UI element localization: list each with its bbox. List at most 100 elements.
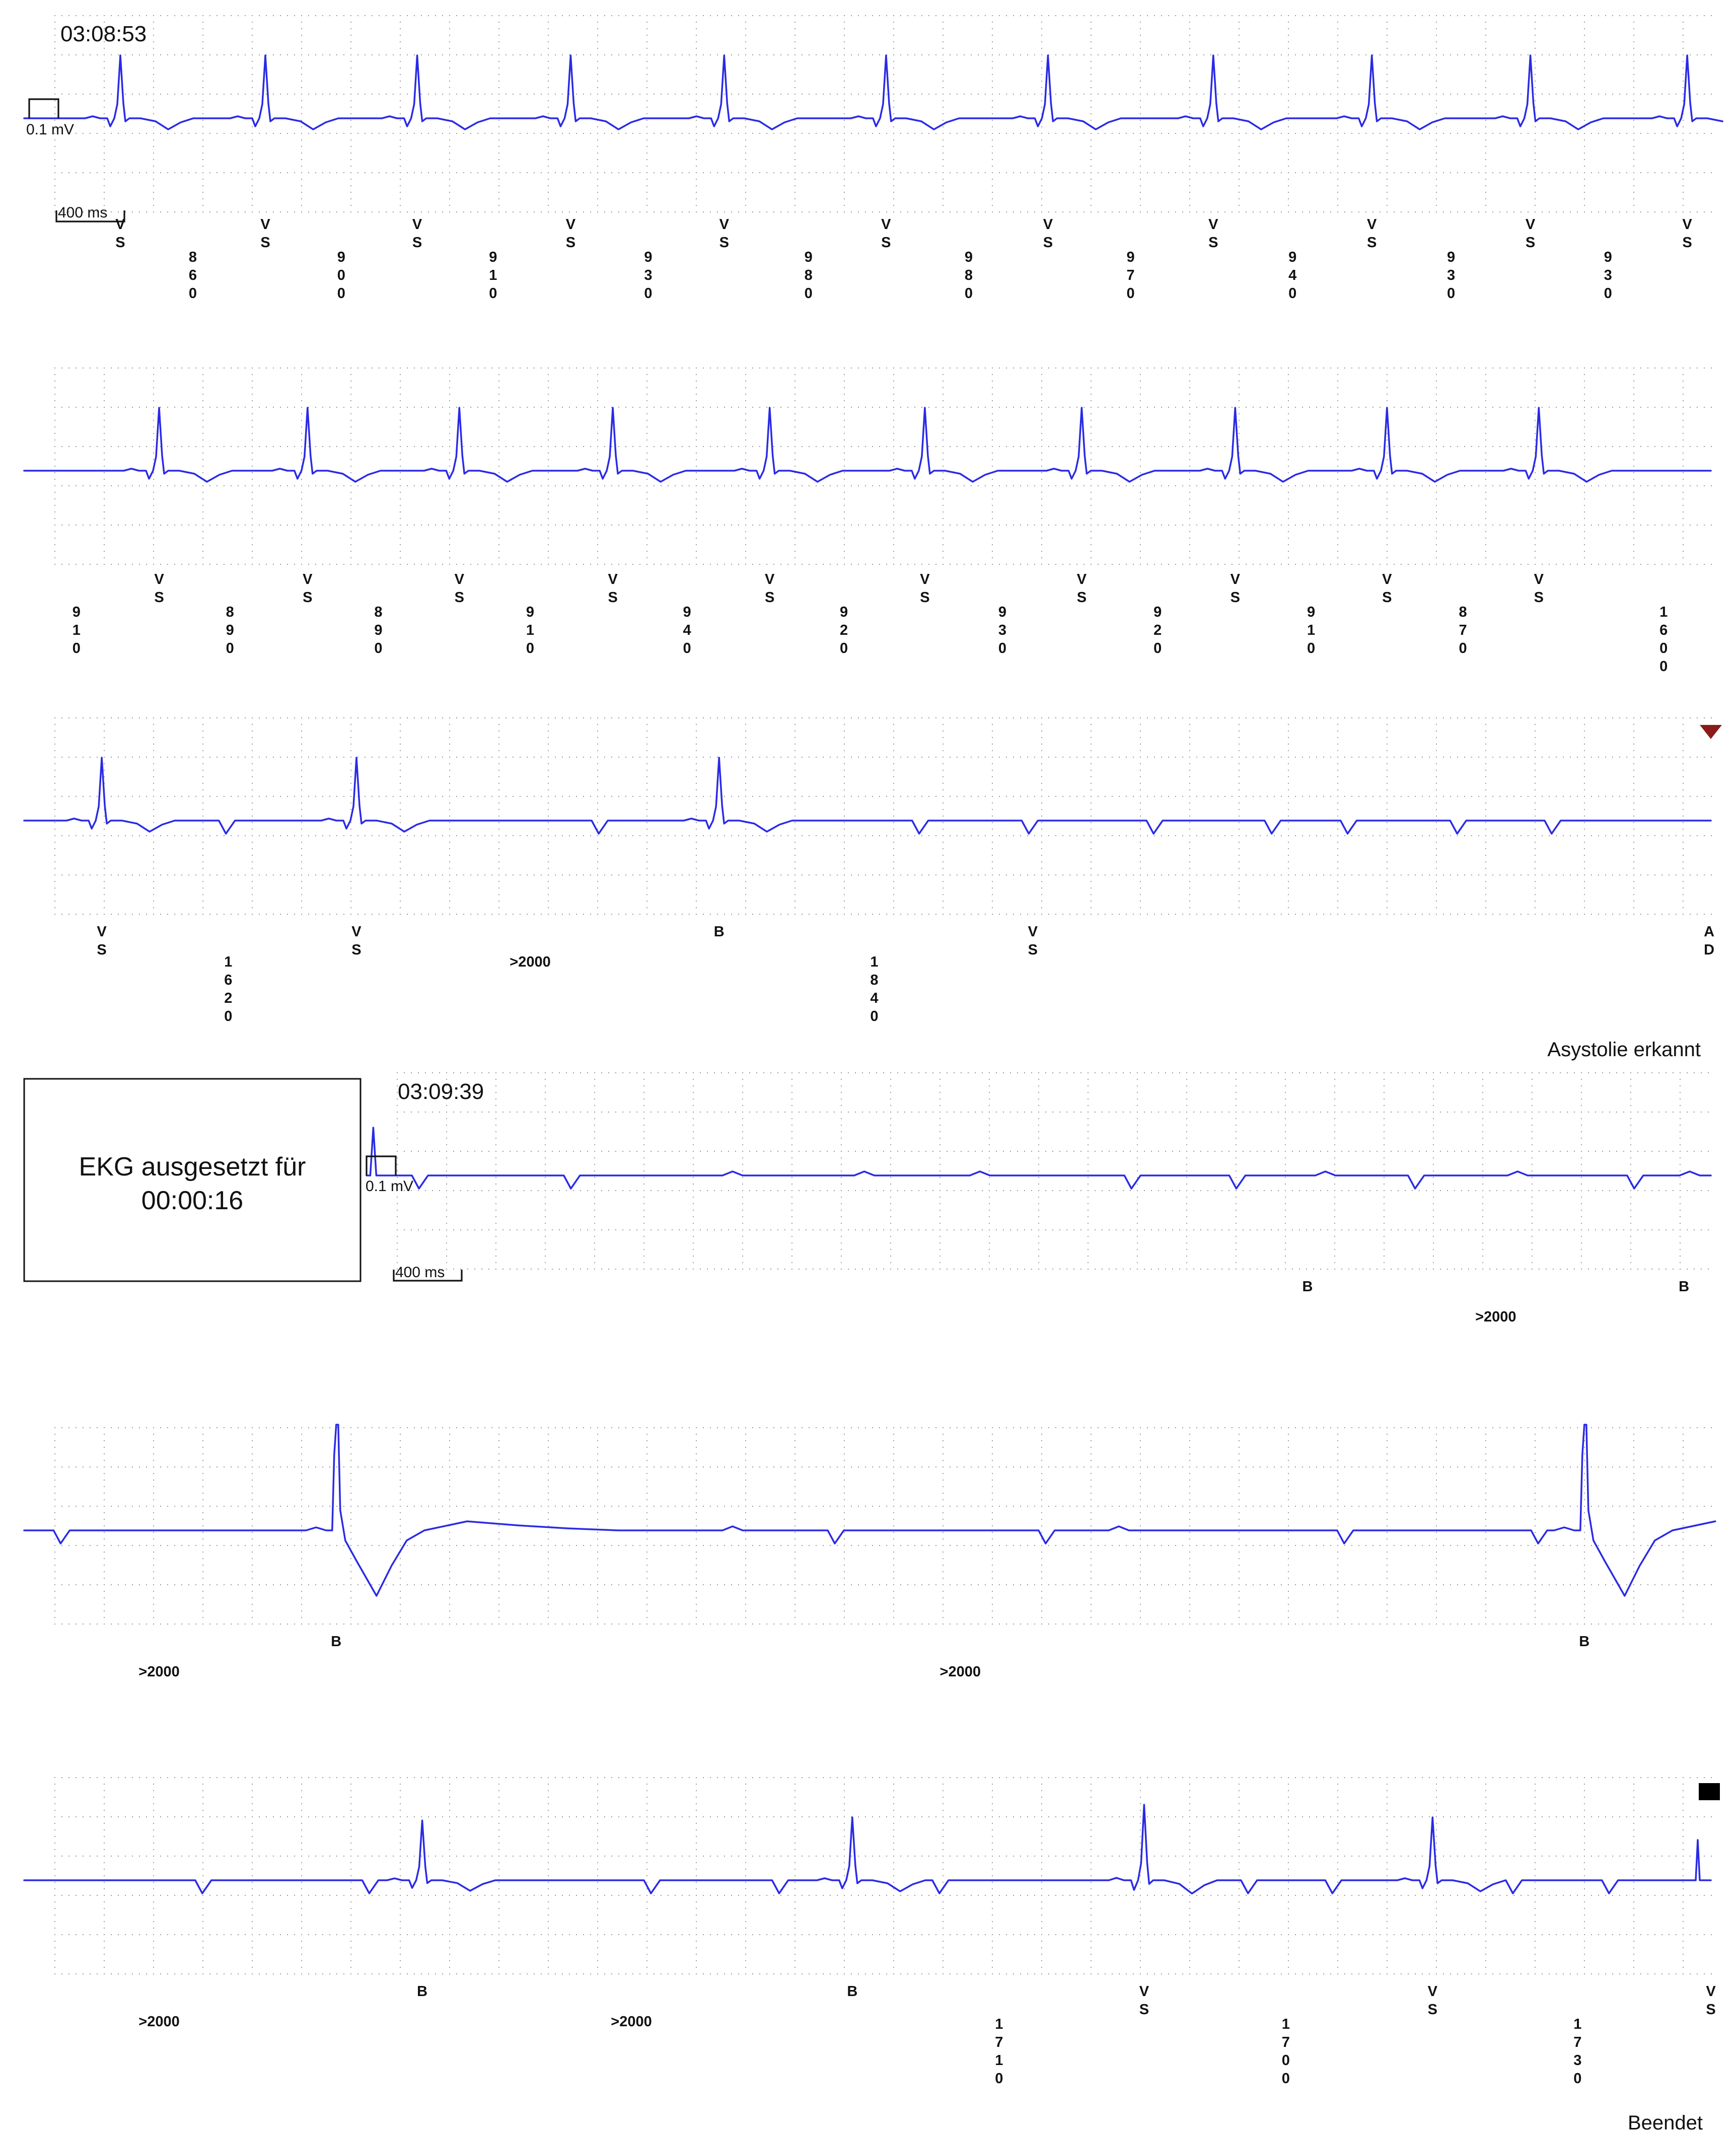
segment-2-start-time: 03:09:39 <box>398 1079 484 1104</box>
rr-interval-digit: 7 <box>995 2034 1003 2050</box>
rr-interval-label: >2000 <box>611 2014 652 2030</box>
beat-marker-label: V <box>1428 1983 1438 2000</box>
gap-notice-line1: EKG ausgesetzt für <box>79 1152 306 1182</box>
beat-marker-label: B <box>1679 1279 1689 1295</box>
rr-interval-digit: 7 <box>1282 2034 1290 2050</box>
rr-interval-label: >2000 <box>138 1664 179 1680</box>
rr-interval-digit: 9 <box>1127 249 1135 265</box>
ecg-trace-strip-2 <box>23 407 1712 483</box>
beat-marker-label: S <box>351 942 361 958</box>
rr-interval-digit: 0 <box>1282 2052 1290 2069</box>
recording-ended-label: Beendet <box>1628 2112 1703 2134</box>
rr-interval-digit: 3 <box>998 622 1006 638</box>
asystole-event-label: Asystolie erkannt <box>1547 1039 1701 1061</box>
rr-interval-digit: 9 <box>840 604 848 620</box>
rr-interval-digit: 0 <box>1307 640 1315 656</box>
rr-interval-label: >2000 <box>940 1664 981 1680</box>
rr-interval-digit: 9 <box>998 604 1006 620</box>
rr-interval-digit: 0 <box>1127 285 1135 302</box>
beat-marker-label: S <box>115 235 125 251</box>
beat-marker-label: B <box>714 924 725 940</box>
rr-interval-digit: 9 <box>1153 604 1162 620</box>
beat-marker-label: V <box>881 216 891 233</box>
rr-interval-digit: 0 <box>374 640 382 656</box>
rr-interval-digit: 9 <box>226 622 234 638</box>
rr-interval-digit: 9 <box>683 604 691 620</box>
beat-marker-label: S <box>719 235 729 251</box>
rr-interval-digit: 9 <box>1288 249 1296 265</box>
rr-interval-digit: 0 <box>998 640 1006 656</box>
beat-marker-label: V <box>260 216 270 233</box>
rr-interval-digit: 6 <box>224 972 232 988</box>
beat-marker-label: V <box>154 571 164 587</box>
beat-marker-label: S <box>881 235 891 251</box>
ecg-gap-notice: EKG ausgesetzt für 00:00:16 <box>23 1078 361 1282</box>
rr-interval-label: >2000 <box>1475 1309 1516 1325</box>
rr-interval-digit: 3 <box>1604 267 1612 283</box>
rr-interval-digit: 2 <box>840 622 848 638</box>
rr-interval-digit: 0 <box>1288 285 1296 302</box>
beat-marker-label: S <box>154 590 164 606</box>
rr-interval-digit: 1 <box>1573 2016 1581 2032</box>
beat-marker-label: V <box>1231 571 1241 587</box>
grid-strip-6 <box>54 1777 1712 1974</box>
rr-interval-digit: 8 <box>374 604 382 620</box>
rr-interval-digit: 1 <box>995 2016 1003 2032</box>
ecg-trace-strip-6 <box>23 1804 1712 1895</box>
rr-interval-digit: 4 <box>870 990 878 1006</box>
grid-strip-3 <box>54 717 1712 915</box>
rr-interval-digit: 9 <box>489 249 497 265</box>
grid-strip-4 <box>397 1072 1709 1270</box>
annotation-layer: VSVSVSVSVSVSVSVSVSVSVS860900910930980980… <box>73 216 1716 2087</box>
rr-interval-digit: 9 <box>805 249 813 265</box>
beat-marker-label: S <box>303 590 312 606</box>
rr-interval-digit: 9 <box>1604 249 1612 265</box>
rr-interval-digit: 1 <box>526 622 534 638</box>
ecg-trace-strip-1 <box>23 54 1723 130</box>
beat-marker-label: V <box>920 571 930 587</box>
beat-marker-label: S <box>455 590 464 606</box>
rr-interval-digit: 3 <box>644 267 652 283</box>
beat-marker-label: S <box>1428 2002 1437 2018</box>
rr-interval-digit: 1 <box>489 267 497 283</box>
grid-dots <box>54 1427 1712 1625</box>
beat-marker-label: V <box>115 216 125 233</box>
gap-notice-line2: 00:00:16 <box>141 1186 243 1215</box>
rr-interval-digit: 0 <box>1153 640 1162 656</box>
rr-interval-digit: 9 <box>965 249 973 265</box>
rr-interval-digit: 8 <box>189 249 197 265</box>
rr-interval-digit: 1 <box>224 954 232 970</box>
rr-interval-digit: 1 <box>870 954 878 970</box>
beat-marker-label: V <box>765 571 775 587</box>
rr-interval-digit: 0 <box>189 285 197 302</box>
beat-marker-label: V <box>1706 1983 1716 2000</box>
grid-dots <box>54 15 1712 212</box>
duration-calibration-label-1: 400 ms <box>58 204 107 221</box>
rr-interval-digit: 1 <box>995 2052 1003 2069</box>
triangle-marker-icon <box>1700 725 1722 739</box>
rr-interval-digit: 8 <box>965 267 973 283</box>
rr-interval-digit: 3 <box>1447 267 1455 283</box>
rr-interval-digit: 0 <box>644 285 652 302</box>
beat-marker-label: V <box>97 924 107 940</box>
rr-interval-digit: 0 <box>870 1008 878 1024</box>
grid-dots <box>54 1777 1712 1974</box>
amplitude-calibration-label-1: 0.1 mV <box>26 121 74 138</box>
duration-calibration-bar <box>393 1270 463 1282</box>
rr-interval-digit: 0 <box>226 640 234 656</box>
rr-interval-digit: 8 <box>1459 604 1467 620</box>
rr-interval-digit: 0 <box>840 640 848 656</box>
beat-marker-label: V <box>1077 571 1087 587</box>
beat-marker-label: V <box>719 216 730 233</box>
beat-marker-label: B <box>847 1983 857 2000</box>
rr-interval-digit: 3 <box>1573 2052 1581 2069</box>
beat-marker-label: V <box>1534 571 1544 587</box>
rr-interval-digit: 0 <box>1573 2071 1581 2087</box>
rr-interval-digit: 0 <box>683 640 691 656</box>
beat-marker-label: S <box>1682 235 1692 251</box>
rr-interval-digit: 0 <box>224 1008 232 1024</box>
beat-marker-label: V <box>1139 1983 1149 2000</box>
rr-interval-digit: 0 <box>337 285 345 302</box>
beat-marker-label: V <box>566 216 576 233</box>
